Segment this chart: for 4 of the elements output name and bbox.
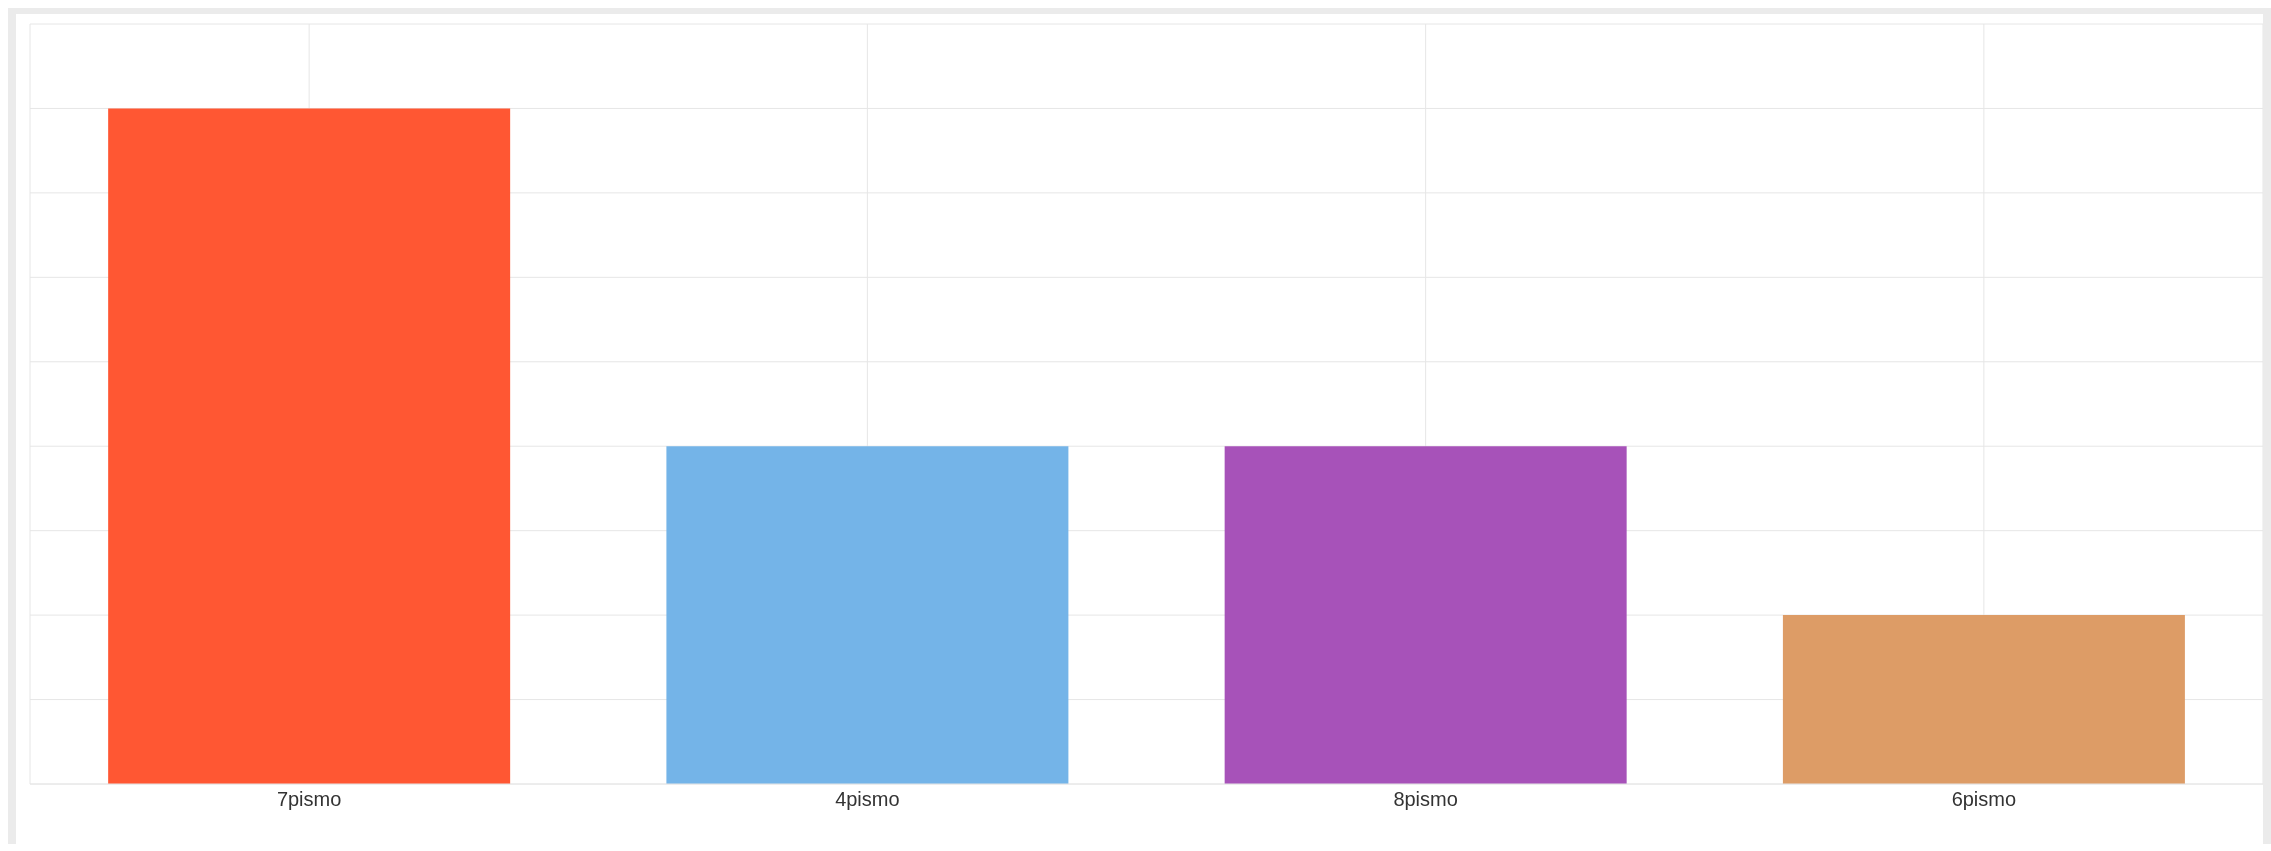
x-tick-label: 4pismo xyxy=(835,788,900,811)
x-tick-label: 8pismo xyxy=(1393,788,1458,811)
x-tick-label: 6pismo xyxy=(1951,788,2017,811)
x-tick-label: 7pismo xyxy=(276,788,342,811)
